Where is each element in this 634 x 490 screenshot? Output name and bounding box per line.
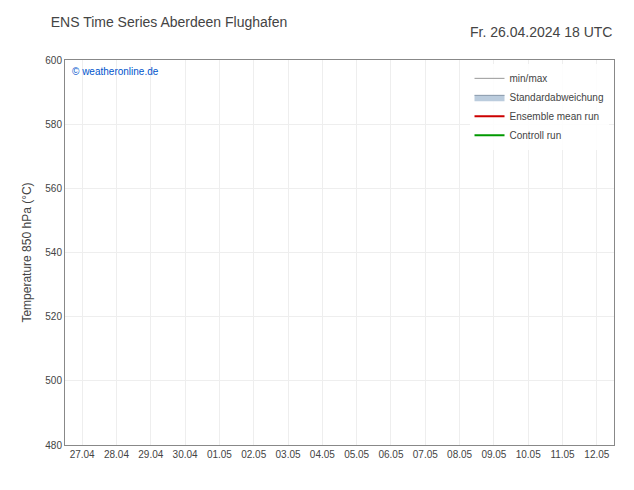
svg-text:07.05: 07.05 xyxy=(413,449,438,460)
svg-text:04.05: 04.05 xyxy=(310,449,335,460)
svg-text:600: 600 xyxy=(45,55,62,66)
svg-text:520: 520 xyxy=(45,311,62,322)
svg-text:10.05: 10.05 xyxy=(516,449,541,460)
svg-text:ENS Time Series Aberdeen Flugh: ENS Time Series Aberdeen Flughafen xyxy=(51,14,288,30)
svg-text:Controll run: Controll run xyxy=(510,130,562,141)
svg-text:09.05: 09.05 xyxy=(481,449,506,460)
svg-text:29.04: 29.04 xyxy=(138,449,163,460)
svg-text:06.05: 06.05 xyxy=(378,449,403,460)
svg-text:540: 540 xyxy=(45,247,62,258)
svg-text:28.04: 28.04 xyxy=(104,449,129,460)
svg-text:480: 480 xyxy=(45,440,62,451)
svg-text:Ensemble mean run: Ensemble mean run xyxy=(510,111,600,122)
svg-text:500: 500 xyxy=(45,375,62,386)
svg-text:02.05: 02.05 xyxy=(241,449,266,460)
svg-text:30.04: 30.04 xyxy=(173,449,198,460)
svg-text:12.05: 12.05 xyxy=(584,449,609,460)
svg-text:560: 560 xyxy=(45,183,62,194)
svg-text:580: 580 xyxy=(45,119,62,130)
svg-text:05.05: 05.05 xyxy=(344,449,369,460)
svg-text:Standardabweichung: Standardabweichung xyxy=(510,92,604,103)
svg-text:© weatheronline.de: © weatheronline.de xyxy=(72,66,159,77)
svg-text:08.05: 08.05 xyxy=(447,449,472,460)
svg-text:Fr. 26.04.2024 18 UTC: Fr. 26.04.2024 18 UTC xyxy=(470,24,612,40)
svg-text:11.05: 11.05 xyxy=(550,449,575,460)
svg-text:03.05: 03.05 xyxy=(276,449,301,460)
svg-text:27.04: 27.04 xyxy=(70,449,95,460)
svg-text:Temperature 850 hPa (°C): Temperature 850 hPa (°C) xyxy=(20,182,34,322)
svg-text:01.05: 01.05 xyxy=(207,449,232,460)
svg-text:min/max: min/max xyxy=(510,73,548,84)
